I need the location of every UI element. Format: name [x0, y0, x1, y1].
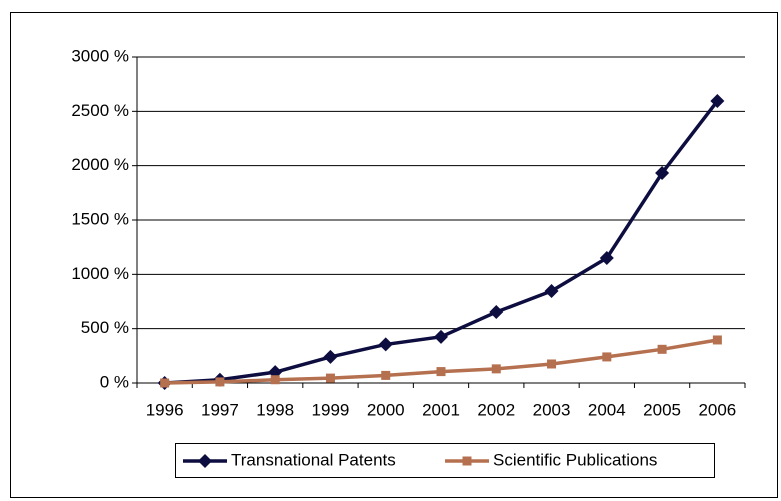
point [215, 377, 225, 387]
x-tick-label: 2005 [643, 400, 681, 419]
point [378, 337, 393, 352]
point [602, 352, 612, 362]
point [710, 94, 725, 109]
y-tick-label: 1500 % [71, 209, 129, 228]
y-tick-label: 2000 % [71, 155, 129, 174]
x-tick-label: 2002 [477, 400, 515, 419]
x-tick-label: 1997 [201, 400, 239, 419]
point [436, 367, 446, 377]
point [547, 359, 557, 369]
point [160, 378, 170, 388]
legend-label: Transnational Patents [231, 450, 396, 469]
x-tick-label: 1998 [256, 400, 294, 419]
point [489, 305, 504, 320]
legend-marker [462, 456, 472, 466]
legend-marker [198, 454, 212, 468]
legend-label: Scientific Publications [493, 450, 657, 469]
y-tick-label: 0 % [100, 372, 129, 391]
point [323, 349, 338, 364]
point [655, 166, 670, 181]
x-tick-label: 2000 [367, 400, 405, 419]
y-tick-label: 2500 % [71, 101, 129, 120]
x-tick-label: 2004 [588, 400, 626, 419]
point [599, 251, 614, 266]
point [491, 364, 501, 374]
point [712, 335, 722, 345]
point [381, 370, 391, 380]
x-tick-label: 1999 [312, 400, 350, 419]
x-tick-label: 2001 [422, 400, 460, 419]
point [270, 375, 280, 385]
x-tick-label: 2003 [533, 400, 571, 419]
point [544, 283, 559, 298]
y-tick-label: 1000 % [71, 264, 129, 283]
legend: Transnational Patents Scientific Publicat… [175, 443, 715, 478]
x-tick-label: 1996 [146, 400, 184, 419]
point [657, 344, 667, 354]
y-tick-label: 3000 % [71, 46, 129, 65]
chart-frame [10, 12, 778, 498]
x-tick-label: 2006 [698, 400, 736, 419]
point [434, 329, 448, 344]
point [325, 373, 335, 383]
y-tick-label: 500 % [81, 318, 129, 337]
